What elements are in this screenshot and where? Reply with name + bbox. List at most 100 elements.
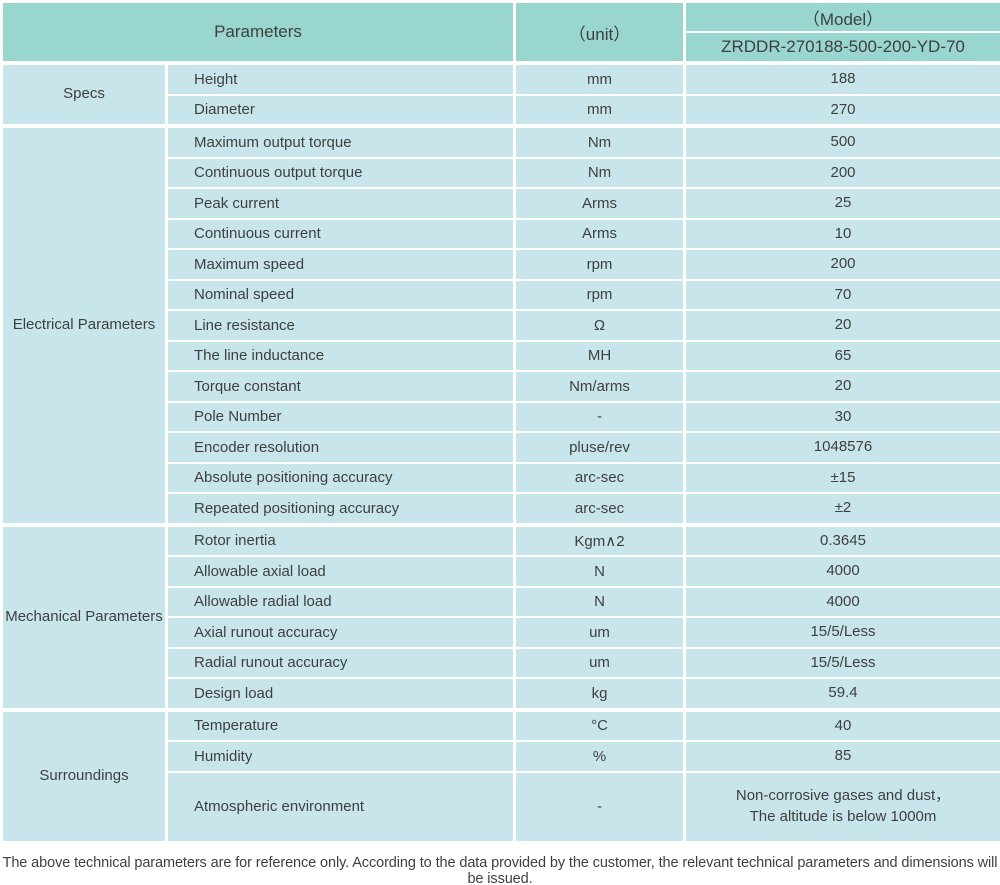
parameter-name: Height [165, 61, 516, 96]
parameter-name: Temperature [165, 707, 516, 742]
parameter-name: Humidity [165, 740, 516, 773]
table-row: Specs Height mm 188 [0, 61, 1000, 127]
parameter-name: Design load [165, 677, 516, 711]
table-row: Absolute positioning accuracy arc-sec ±15 [2, 461, 1000, 494]
parameter-name: Maximum speed [165, 248, 516, 281]
table-row: Electrical Parameters Maximum output torq… [0, 124, 1000, 526]
parameter-name: Nominal speed [165, 278, 516, 311]
parameter-value: 188 [683, 61, 1000, 96]
parameter-value: 15/5/Less [683, 616, 1000, 649]
parameter-unit: mm [513, 93, 686, 127]
table-row: Mechanical Parameters Rotor inertia Kgm∧2 0… [0, 522, 1000, 711]
parameter-name: Diameter [165, 93, 516, 127]
parameter-unit: arc-sec [513, 461, 686, 494]
parameter-unit: rpm [513, 278, 686, 311]
parameter-value: 4000 [683, 585, 1000, 618]
parameter-value: 1048576 [683, 431, 1000, 464]
parameter-value: 270 [683, 93, 1000, 127]
parameter-unit: Kgm∧2 [513, 522, 686, 557]
parameter-unit: °C [513, 707, 686, 742]
table-row: The line inductance MH 65 [2, 339, 1000, 372]
parameter-unit: N [513, 555, 686, 588]
parameter-unit: Nm [513, 156, 686, 189]
parameter-value: 25 [683, 187, 1000, 220]
parameter-name: The line inductance [165, 339, 516, 372]
table-body: Specs Height mm 188 Diameter mm 270 Electrical … [0, 61, 1000, 844]
parameter-value: 0.3645 [683, 522, 1000, 557]
table-row: Line resistance Ω 20 [2, 309, 1000, 342]
section-label: Electrical Parameters [0, 124, 168, 526]
parameter-name: Allowable radial load [165, 585, 516, 618]
parameter-value: 4000 [683, 555, 1000, 588]
table-row: Atmospheric environment - Non-corrosive ga… [2, 770, 1000, 844]
parameter-name: Absolute positioning accuracy [165, 461, 516, 494]
table-row: Radial runout accuracy um 15/5/Less [2, 646, 1000, 679]
parameter-value: 200 [683, 248, 1000, 281]
parameter-unit: pluse/rev [513, 431, 686, 464]
parameter-unit: um [513, 616, 686, 649]
section-label: Surroundings [0, 707, 168, 843]
parameter-name: Peak current [165, 187, 516, 220]
parameter-value: 30 [683, 400, 1000, 433]
parameter-unit: mm [513, 61, 686, 96]
table-header: Parameters （unit） （Model） ZRDDR-270188-5… [0, 0, 1000, 64]
parameter-unit: - [513, 770, 686, 844]
footer-note: The above technical parameters are for r… [2, 854, 998, 885]
parameter-name: Radial runout accuracy [165, 646, 516, 679]
parameter-name: Continuous current [165, 217, 516, 250]
table-row: Pole Number -30 [2, 400, 1000, 433]
parameter-value: 20 [683, 309, 1000, 342]
parameter-unit: kg [513, 677, 686, 711]
parameter-unit: um [513, 646, 686, 679]
table-row: Diameter mm 270 [2, 93, 1000, 127]
parameter-value: 70 [683, 278, 1000, 311]
spec-table: Parameters （unit） （Model） ZRDDR-270188-5… [0, 0, 1000, 844]
parameter-value: 59.4 [683, 677, 1000, 711]
parameter-name: Continuous output torque [165, 156, 516, 189]
parameter-value: 40 [683, 707, 1000, 742]
table-row: Maximum speed rpm 200 [2, 248, 1000, 281]
parameter-unit: Arms [513, 187, 686, 220]
parameter-value: 20 [683, 370, 1000, 403]
parameter-unit: Nm [513, 124, 686, 159]
parameter-unit: MH [513, 339, 686, 372]
parameter-unit: N [513, 585, 686, 618]
parameter-value: ±2 [683, 492, 1000, 526]
parameter-value: Non-corrosive gases and dust， The altitu… [683, 770, 1000, 844]
parameter-name: Allowable axial load [165, 555, 516, 588]
parameter-value: 65 [683, 339, 1000, 372]
parameter-name: Torque constant [165, 370, 516, 403]
parameter-name: Atmospheric environment [165, 770, 516, 844]
parameter-unit: Ω [513, 309, 686, 342]
table-row: Repeated positioning accuracy arc-sec ±2 [2, 492, 1000, 526]
parameter-name: Maximum output torque [165, 124, 516, 159]
parameter-name: Rotor inertia [165, 522, 516, 557]
parameter-unit: arc-sec [513, 492, 686, 526]
parameter-unit: Arms [513, 217, 686, 250]
table-row: Peak current Arms 25 [2, 187, 1000, 220]
section-label: Mechanical Parameters [0, 522, 168, 711]
parameter-unit: % [513, 740, 686, 773]
parameter-value: ±15 [683, 461, 1000, 494]
parameter-value: 15/5/Less [683, 646, 1000, 679]
unit-header: （unit） [513, 0, 686, 64]
section-label: Specs [0, 61, 168, 127]
parameter-value: 500 [683, 124, 1000, 159]
parameter-name: Encoder resolution [165, 431, 516, 464]
table-row: Surroundings Temperature °C 40 [0, 707, 1000, 843]
parameter-value: 200 [683, 156, 1000, 189]
table-row: Torque constant Nm/arms 20 [2, 370, 1000, 403]
header-row-2: ZRDDR-270188-500-200-YD-70 [2, 31, 1000, 64]
model-number: ZRDDR-270188-500-200-YD-70 [683, 31, 1000, 64]
model-header: （Model） [683, 0, 1000, 33]
table-row: Encoder resolution pluse/rev 1048576 [2, 431, 1000, 464]
parameter-unit: rpm [513, 248, 686, 281]
table-row: Continuous output torque Nm 200 [2, 156, 1000, 189]
table-row: Design load kg 59.4 [2, 677, 1000, 711]
parameter-name: Axial runout accuracy [165, 616, 516, 649]
header-row-1: Parameters （unit） （Model） [0, 0, 1000, 64]
parameter-value: 85 [683, 740, 1000, 773]
parameter-unit: - [513, 400, 686, 433]
parameter-name: Pole Number [165, 400, 516, 433]
